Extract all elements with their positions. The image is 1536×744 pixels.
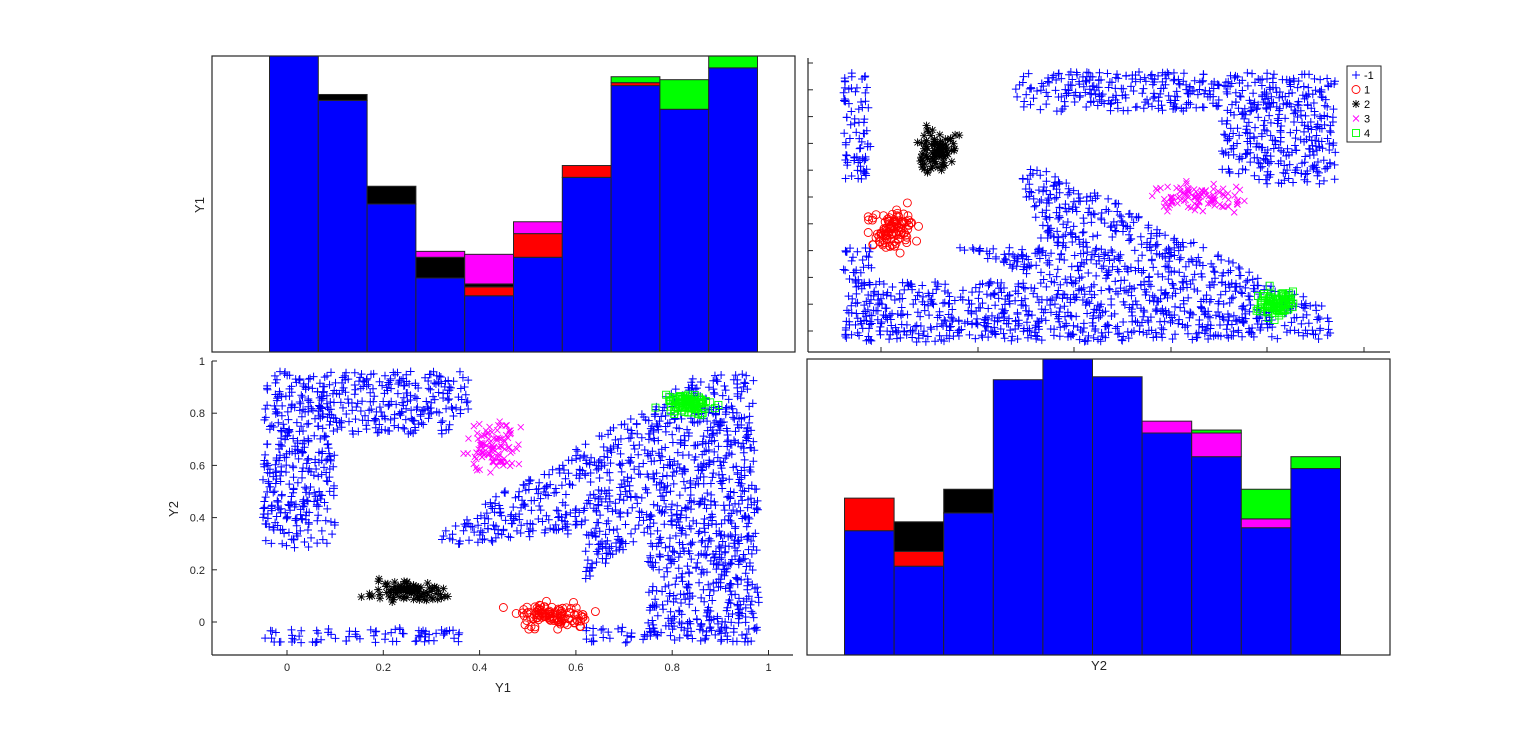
bar-segment--1 bbox=[844, 530, 895, 656]
bar-segment--1 bbox=[269, 55, 319, 353]
scatter-y2-vs-y1 bbox=[259, 367, 763, 647]
series-3 bbox=[460, 418, 525, 476]
scatter-xlabel: Y1 bbox=[495, 680, 511, 695]
bar-segment-3 bbox=[1141, 420, 1193, 434]
y-tick-label: 0.8 bbox=[190, 408, 205, 420]
x-tick-label: 1 bbox=[765, 662, 771, 674]
bar-segment--1 bbox=[1141, 432, 1193, 656]
y-tick-label: 0 bbox=[199, 617, 205, 629]
bar-segment-3 bbox=[1240, 518, 1292, 529]
scatter-top-right bbox=[839, 68, 1340, 346]
bar-segment-1 bbox=[844, 497, 895, 532]
bar-segment-4 bbox=[659, 79, 710, 110]
legend-item-3: 3 bbox=[1352, 114, 1370, 126]
bar-segment-4 bbox=[1191, 429, 1242, 434]
scatter-bl-axes: 0 0.2 0.4 0.6 0.8 1 0 0.2 0.4 0.6 0.8 1 bbox=[190, 356, 793, 674]
bar-segment-3 bbox=[464, 253, 515, 285]
legend-label: 4 bbox=[1364, 128, 1370, 140]
histogram-y1 bbox=[269, 55, 759, 353]
bar-segment--1 bbox=[943, 512, 994, 656]
legend-item--1: -1 bbox=[1352, 70, 1374, 82]
x-tick-label: 0 bbox=[284, 662, 290, 674]
bar-segment--1 bbox=[1042, 358, 1094, 656]
bar-segment-2 bbox=[317, 93, 368, 101]
bar-segment--1 bbox=[415, 277, 466, 353]
bar-segment-2 bbox=[415, 256, 466, 279]
bar-segment--1 bbox=[561, 176, 612, 353]
legend-label: -1 bbox=[1364, 70, 1374, 82]
y-tick-label: 0.6 bbox=[190, 460, 205, 472]
x-tick-label: 0.6 bbox=[568, 662, 583, 674]
x-tick-label: 0.2 bbox=[376, 662, 391, 674]
y-tick-label: 0.2 bbox=[190, 565, 205, 577]
bar-segment-1 bbox=[893, 550, 945, 567]
series-3 bbox=[1148, 177, 1248, 216]
histogram-y1-ylabel: Y1 bbox=[192, 197, 207, 213]
bar-segment-3 bbox=[415, 250, 466, 258]
series-1 bbox=[863, 198, 923, 258]
y-tick-label: 0.4 bbox=[190, 513, 205, 525]
series--1 bbox=[259, 367, 763, 647]
histogram-y1-frame bbox=[211, 55, 796, 353]
series-2 bbox=[357, 574, 452, 606]
histogram-y2-xlabel: Y2 bbox=[1091, 658, 1107, 673]
bar-segment--1 bbox=[1092, 376, 1143, 656]
x-tick-label: 0.4 bbox=[472, 662, 487, 674]
bar-segment-4 bbox=[1290, 456, 1342, 470]
bar-segment--1 bbox=[708, 67, 759, 353]
x-tick-label: 0.8 bbox=[665, 662, 680, 674]
bar-segment-1 bbox=[464, 286, 515, 297]
bar-segment--1 bbox=[992, 379, 1044, 656]
series-4 bbox=[651, 390, 723, 419]
bar-segment--1 bbox=[366, 203, 417, 353]
legend-label: 2 bbox=[1364, 99, 1370, 111]
bar-segment-4 bbox=[610, 76, 661, 84]
scatter-ylabel: Y2 bbox=[166, 501, 181, 517]
bar-segment--1 bbox=[659, 108, 710, 353]
y-tick-label: 1 bbox=[199, 356, 205, 368]
bar-segment--1 bbox=[893, 565, 945, 656]
legend-label: 1 bbox=[1364, 85, 1370, 97]
bar-segment-4 bbox=[1240, 488, 1292, 520]
series-2 bbox=[913, 121, 964, 177]
bar-segment-3 bbox=[1191, 432, 1242, 458]
bar-segment--1 bbox=[610, 85, 661, 353]
bar-segment--1 bbox=[1191, 456, 1242, 656]
scatter-top-right-axes bbox=[807, 58, 1390, 353]
legend: -1 1 2 3 4 bbox=[1346, 65, 1382, 143]
histogram-y2 bbox=[844, 358, 1342, 656]
legend-item-4: 4 bbox=[1352, 128, 1370, 140]
bar-segment--1 bbox=[513, 256, 563, 353]
bar-segment-1 bbox=[513, 233, 563, 258]
bar-segment-2 bbox=[366, 185, 417, 205]
bar-segment-2 bbox=[893, 521, 945, 552]
bar-segment--1 bbox=[464, 295, 515, 353]
legend-item-1: 1 bbox=[1351, 85, 1370, 97]
bar-segment--1 bbox=[1290, 468, 1342, 656]
bar-segment-1 bbox=[561, 165, 612, 178]
series-1 bbox=[498, 596, 600, 634]
bar-segment--1 bbox=[1240, 527, 1292, 656]
series--1 bbox=[839, 68, 1340, 346]
bar-segment-4 bbox=[708, 55, 759, 69]
bar-segment--1 bbox=[317, 99, 368, 353]
bar-segment-3 bbox=[513, 221, 563, 235]
legend-label: 3 bbox=[1364, 114, 1370, 126]
histogram-y2-frame bbox=[806, 358, 1391, 656]
legend-item-2: 2 bbox=[1352, 99, 1370, 111]
series-4 bbox=[1252, 281, 1298, 324]
bar-segment-2 bbox=[943, 488, 994, 514]
